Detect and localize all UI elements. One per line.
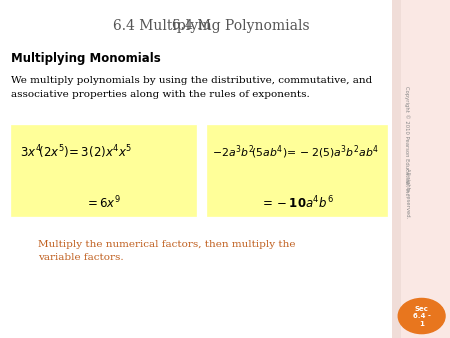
Bar	[401, 0, 450, 338]
Bar	[392, 0, 450, 338]
Text: Sec
6.4 -
1: Sec 6.4 - 1	[413, 306, 431, 327]
Text: $3x^{4}\!\left(2x^{5}\right)\!=3(2)x^{4}x^{5}$: $3x^{4}\!\left(2x^{5}\right)\!=3(2)x^{4}…	[20, 144, 132, 161]
Bar	[207, 125, 387, 216]
Text: We multiply polynomials by using the distributive, commutative, and: We multiply polynomials by using the dis…	[11, 76, 373, 85]
Text: Multiply the numerical factors, then multiply the: Multiply the numerical factors, then mul…	[38, 240, 296, 249]
Text: $-2a^{3}b^{2}\!\left(5ab^{4}\right)\!=-2(5)a^{3}b^{2}ab^{4}$: $-2a^{3}b^{2}\!\left(5ab^{4}\right)\!=-2…	[212, 144, 379, 161]
Text: 6.4 M: 6.4 M	[172, 19, 211, 31]
Text: 6.4 Multiplying Polynomials: 6.4 Multiplying Polynomials	[113, 19, 310, 32]
Circle shape	[398, 298, 445, 334]
Text: $=6x^{9}$: $=6x^{9}$	[86, 194, 122, 211]
Text: Multiplying Monomials: Multiplying Monomials	[11, 52, 161, 65]
Text: Copyright © 2010 Pearson Education, Inc.: Copyright © 2010 Pearson Education, Inc.	[405, 87, 410, 197]
Text: associative properties along with the rules of exponents.: associative properties along with the ru…	[11, 90, 310, 99]
Bar	[11, 125, 196, 216]
Text: All rights reserved.: All rights reserved.	[405, 168, 410, 218]
Text: variable factors.: variable factors.	[38, 254, 124, 263]
Text: $=-\mathbf{10}a^{4}b^{6}$: $=-\mathbf{10}a^{4}b^{6}$	[260, 194, 334, 211]
